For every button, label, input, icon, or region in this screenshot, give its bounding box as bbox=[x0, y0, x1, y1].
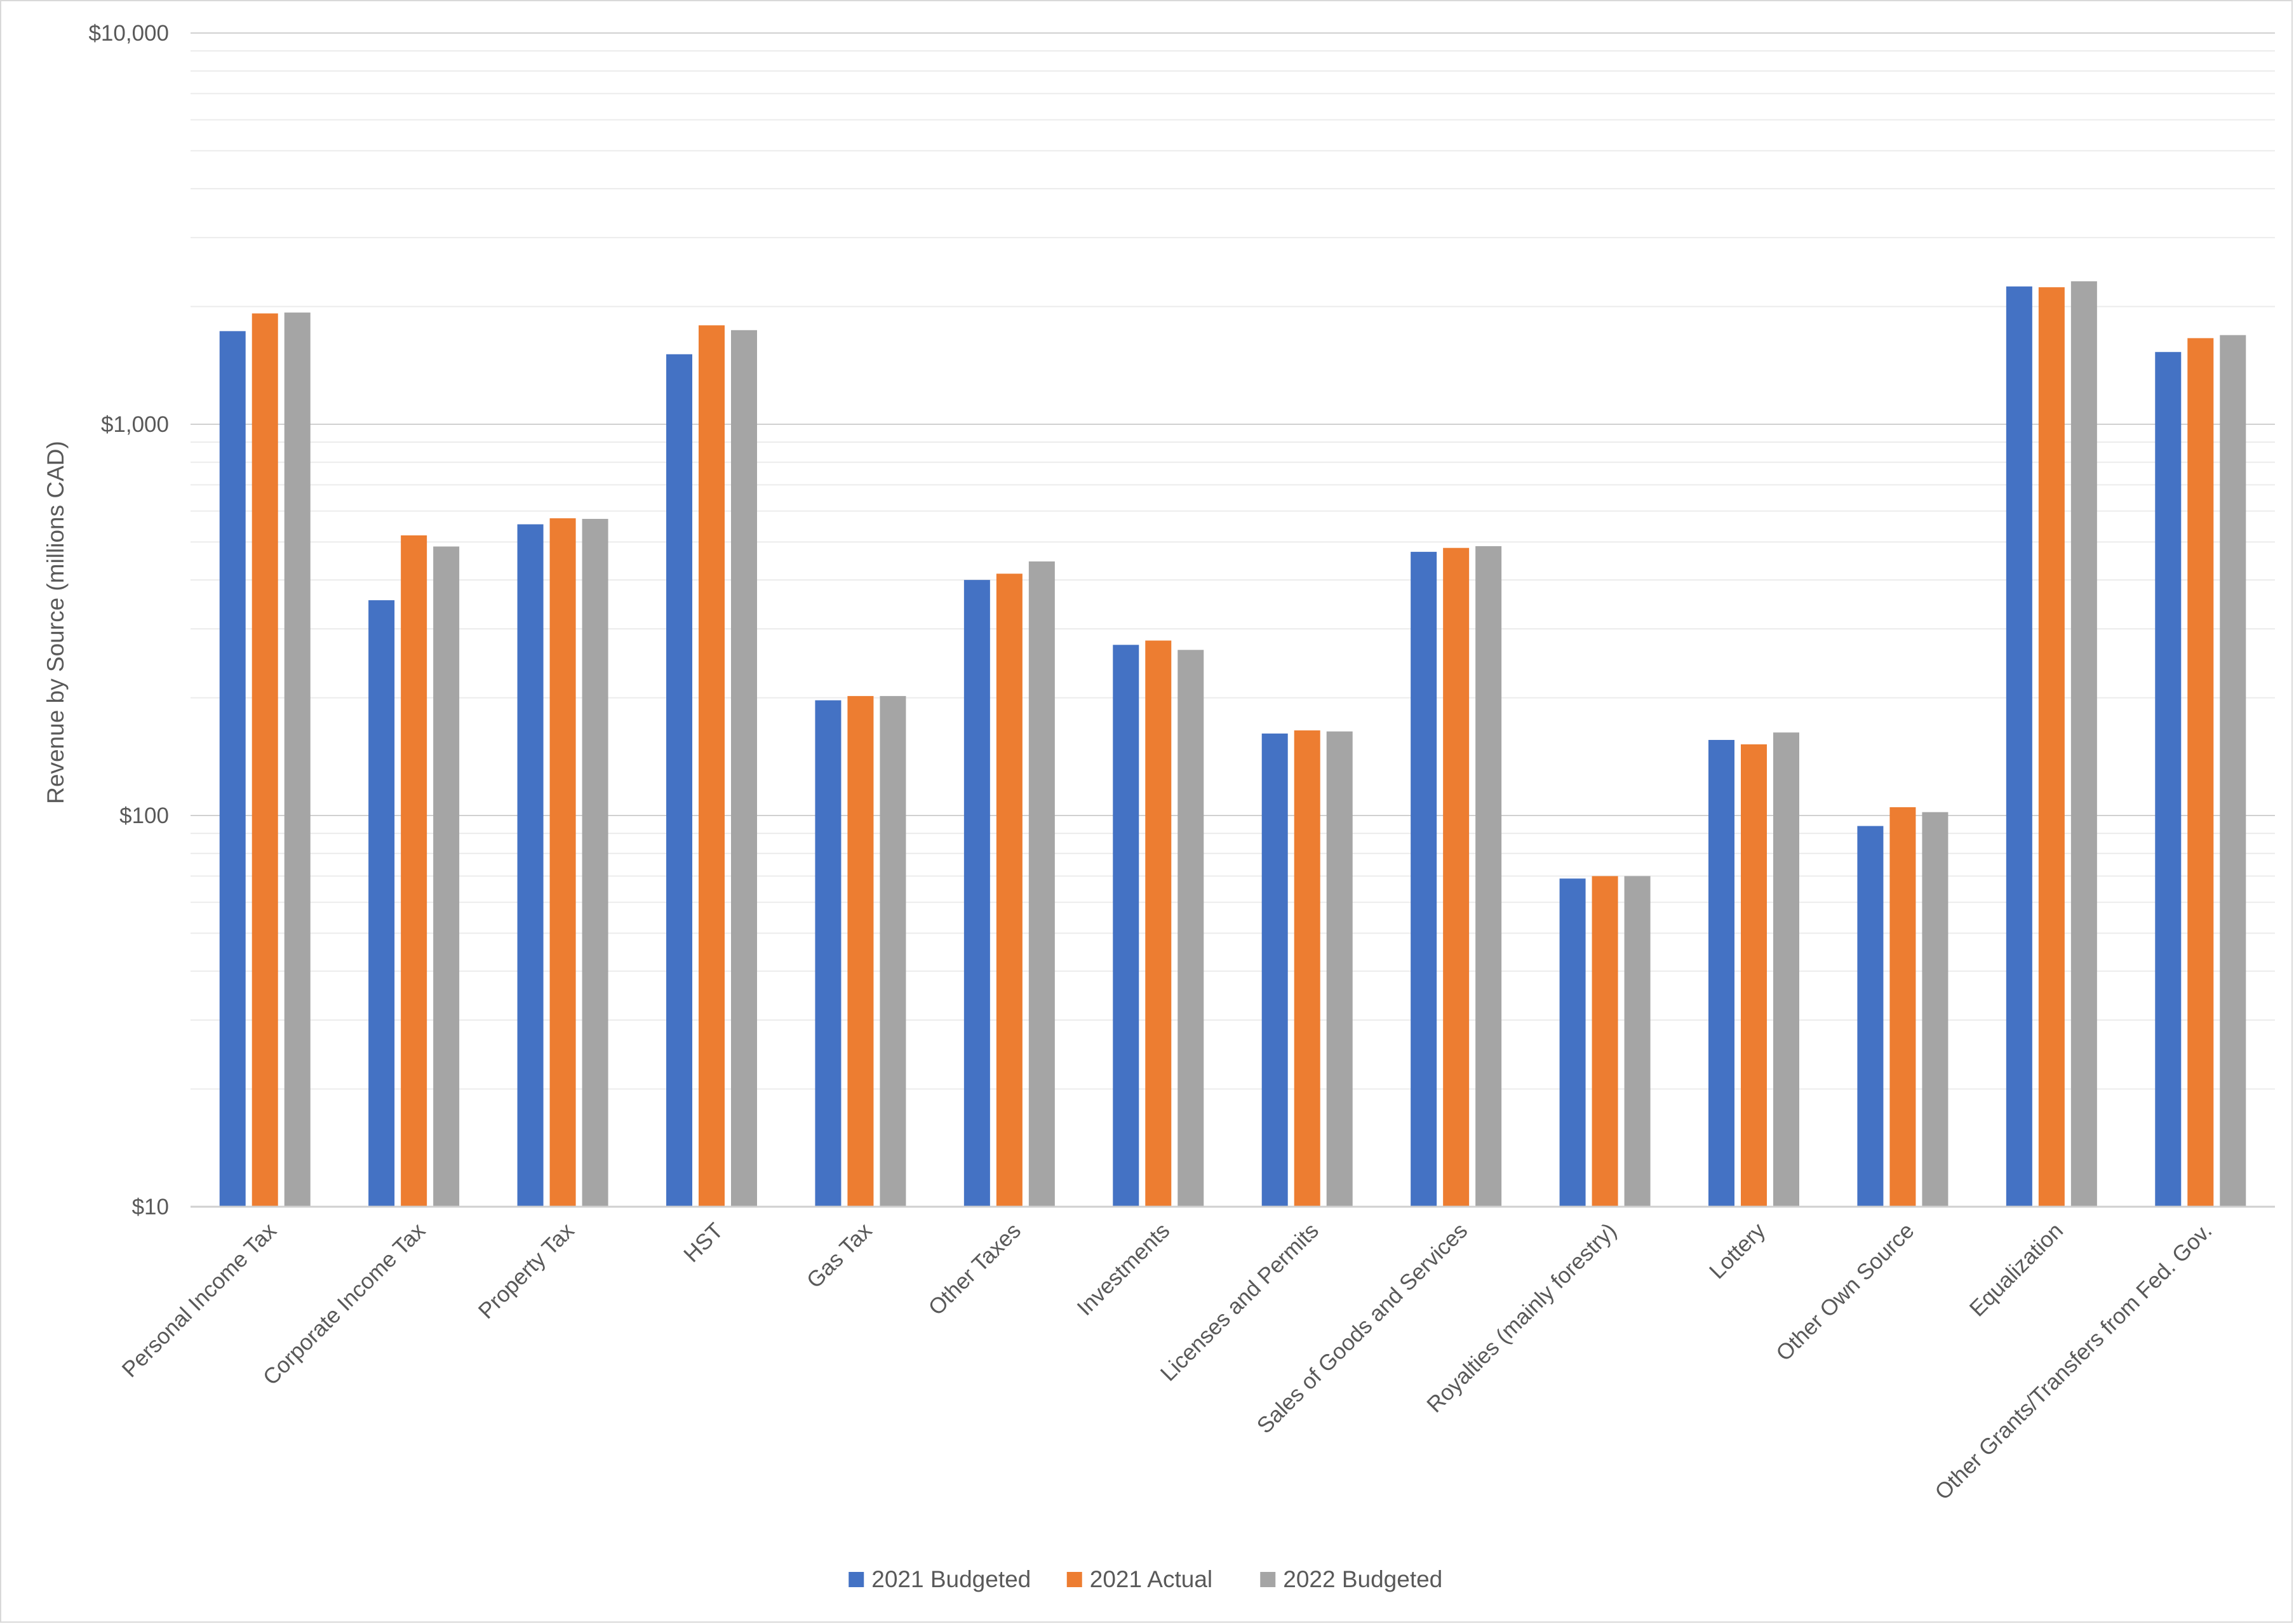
bar bbox=[666, 354, 692, 1207]
bar bbox=[1028, 561, 1055, 1207]
legend-label: 2021 Budgeted bbox=[871, 1566, 1031, 1592]
y-tick-label: $10,000 bbox=[88, 21, 169, 46]
bar bbox=[1624, 876, 1651, 1207]
bar bbox=[815, 700, 842, 1207]
bar bbox=[1592, 876, 1618, 1207]
bars bbox=[219, 281, 2246, 1207]
bar bbox=[880, 695, 906, 1207]
bar bbox=[1326, 731, 1353, 1207]
bar bbox=[2070, 281, 2097, 1207]
bar bbox=[2220, 335, 2246, 1207]
x-tick-label: Personal Income Tax bbox=[117, 1218, 282, 1383]
bar bbox=[1411, 551, 1437, 1207]
bar bbox=[549, 518, 576, 1207]
bar bbox=[2038, 287, 2065, 1207]
y-tick-label: $10 bbox=[132, 1195, 169, 1219]
gridlines bbox=[191, 32, 2275, 1207]
legend-swatch bbox=[1066, 1572, 1082, 1587]
bar bbox=[2155, 352, 2182, 1207]
bar bbox=[252, 313, 278, 1207]
bar bbox=[1261, 733, 1288, 1207]
legend-swatch bbox=[1260, 1572, 1276, 1587]
y-axis-title: Revenue by Source (millions CAD) bbox=[43, 441, 69, 804]
x-tick-label: HST bbox=[679, 1218, 728, 1267]
y-tick-label: $1,000 bbox=[101, 412, 169, 437]
bar bbox=[1559, 878, 1586, 1207]
bar bbox=[1145, 640, 1172, 1207]
bar bbox=[433, 546, 460, 1207]
legend-label: 2021 Actual bbox=[1090, 1566, 1212, 1592]
x-tick-label: Gas Tax bbox=[802, 1218, 877, 1293]
bar bbox=[1113, 645, 1139, 1207]
x-tick-label: Corporate Income Tax bbox=[258, 1218, 431, 1390]
bar bbox=[368, 600, 395, 1207]
bar bbox=[996, 574, 1023, 1207]
bar bbox=[219, 331, 246, 1207]
legend-label: 2022 Budgeted bbox=[1283, 1566, 1442, 1592]
bar bbox=[2006, 286, 2032, 1207]
bar bbox=[517, 524, 544, 1207]
x-tick-label: Licenses and Permits bbox=[1156, 1218, 1324, 1386]
bar bbox=[1294, 730, 1320, 1207]
legend: 2021 Budgeted 2021 Actual 2022 Budgeted bbox=[849, 1566, 1442, 1592]
bar bbox=[1741, 744, 1767, 1207]
legend-swatch bbox=[849, 1572, 864, 1587]
bar bbox=[963, 580, 990, 1207]
bar bbox=[1177, 650, 1204, 1207]
x-tick-label: Investments bbox=[1072, 1218, 1174, 1320]
bar bbox=[1922, 812, 1949, 1207]
x-tick-label: Equalization bbox=[1965, 1218, 2068, 1321]
bar bbox=[1773, 732, 1799, 1207]
bar bbox=[1857, 826, 1884, 1207]
bar bbox=[1443, 547, 1470, 1207]
y-tick-label: $100 bbox=[119, 803, 169, 828]
bar bbox=[847, 695, 874, 1207]
bar bbox=[1475, 546, 1502, 1207]
x-tick-label: Other Own Source bbox=[1771, 1218, 1919, 1366]
x-tick-label: Other Taxes bbox=[923, 1218, 1026, 1320]
bar bbox=[2187, 338, 2214, 1207]
x-tick-label: Other Grants/Transfers from Fed. Gov. bbox=[1930, 1218, 2217, 1505]
bar bbox=[284, 312, 311, 1207]
bar bbox=[401, 535, 427, 1207]
bar bbox=[1708, 740, 1734, 1207]
bar bbox=[1889, 807, 1916, 1207]
x-tick-label: Property Tax bbox=[474, 1218, 579, 1324]
bar bbox=[582, 518, 608, 1207]
bar bbox=[699, 325, 725, 1207]
bar bbox=[731, 330, 757, 1207]
x-tick-label: Lottery bbox=[1705, 1218, 1771, 1284]
